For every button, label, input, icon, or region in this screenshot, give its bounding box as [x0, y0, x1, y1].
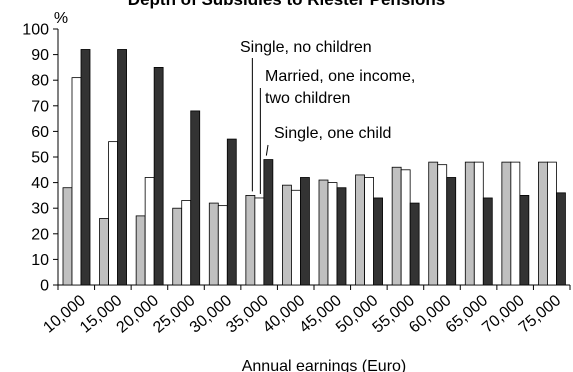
- y-tick-label: 60: [31, 124, 49, 141]
- y-tick-label: 70: [31, 98, 49, 115]
- y-tick-label: 10: [31, 252, 49, 269]
- x-axis-label: Annual earnings (Euro): [242, 358, 407, 372]
- bar-married-one-income-two-children-35,000: [263, 159, 274, 286]
- chart-title: Depth of Subsidies to Riester Pensions: [0, 0, 573, 10]
- bar-single-no-children-50,000: [355, 174, 365, 286]
- bar-married-one-income-two-children-20,000: [153, 67, 164, 286]
- bar-married-one-income-two-children-70,000: [519, 194, 530, 286]
- y-tick-label: 40: [31, 175, 49, 192]
- bar-single-no-children-30,000: [208, 202, 219, 286]
- y-tick-label: 100: [22, 22, 49, 39]
- bar-single-one-child-55,000: [400, 169, 411, 286]
- bar-single-no-children-70,000: [501, 161, 512, 286]
- annotation-label: two children: [265, 90, 350, 107]
- bar-married-one-income-two-children-10,000: [80, 49, 91, 286]
- bar-married-one-income-two-children-60,000: [446, 177, 457, 286]
- bar-single-no-children-45,000: [318, 179, 329, 286]
- bar-single-one-child-20,000: [144, 177, 155, 286]
- bar-single-no-children-75,000: [538, 161, 548, 286]
- bar-married-one-income-two-children-45,000: [336, 187, 347, 286]
- bar-single-no-children-20,000: [135, 215, 146, 286]
- bar-single-one-child-50,000: [364, 177, 374, 286]
- bar-single-one-child-45,000: [327, 182, 338, 286]
- bar-single-one-child-60,000: [437, 164, 448, 286]
- annotation-leader-line: [265, 144, 269, 156]
- y-tick-label: 90: [31, 47, 49, 64]
- bar-married-one-income-two-children-40,000: [300, 177, 310, 286]
- bar-single-no-children-65,000: [464, 161, 475, 286]
- bar-married-one-income-two-children-65,000: [482, 197, 493, 286]
- bar-married-one-income-two-children-55,000: [409, 202, 420, 286]
- bar-single-no-children-40,000: [282, 184, 292, 286]
- annotation-label: Married, one income,: [265, 68, 415, 85]
- bar-single-one-child-65,000: [473, 161, 484, 286]
- bar-single-no-children-25,000: [172, 207, 183, 286]
- bar-single-one-child-70,000: [510, 161, 521, 286]
- bar-single-one-child-15,000: [108, 141, 118, 286]
- bar-single-one-child-35,000: [254, 197, 265, 286]
- y-tick-label: 50: [31, 150, 49, 167]
- bar-single-no-children-35,000: [245, 194, 256, 286]
- bar-single-one-child-10,000: [71, 77, 82, 286]
- bar-single-no-children-60,000: [428, 161, 439, 286]
- y-tick-label: 30: [31, 201, 49, 218]
- annotation-label: Single, no children: [240, 39, 372, 56]
- x-tick-label: 75,000: [516, 292, 564, 337]
- y-tick-label: 20: [31, 226, 49, 243]
- bar-single-no-children-55,000: [391, 166, 402, 286]
- y-tick-label: 0: [40, 278, 49, 295]
- bar-married-one-income-two-children-25,000: [190, 110, 201, 286]
- bar-married-one-income-two-children-30,000: [226, 138, 237, 286]
- bar-married-one-income-two-children-15,000: [117, 49, 127, 286]
- bar-married-one-income-two-children-75,000: [556, 192, 566, 286]
- bar-married-one-income-two-children-50,000: [373, 197, 383, 286]
- y-axis-label: %: [54, 10, 68, 27]
- bar-single-one-child-40,000: [291, 189, 301, 286]
- bar-single-one-child-25,000: [181, 200, 192, 286]
- bar-single-no-children-10,000: [62, 187, 73, 286]
- bar-single-one-child-75,000: [547, 161, 557, 286]
- bar-single-one-child-30,000: [217, 205, 228, 286]
- y-tick-label: 80: [31, 73, 49, 90]
- bar-single-no-children-15,000: [99, 218, 109, 286]
- annotation-label: Single, one child: [274, 125, 391, 142]
